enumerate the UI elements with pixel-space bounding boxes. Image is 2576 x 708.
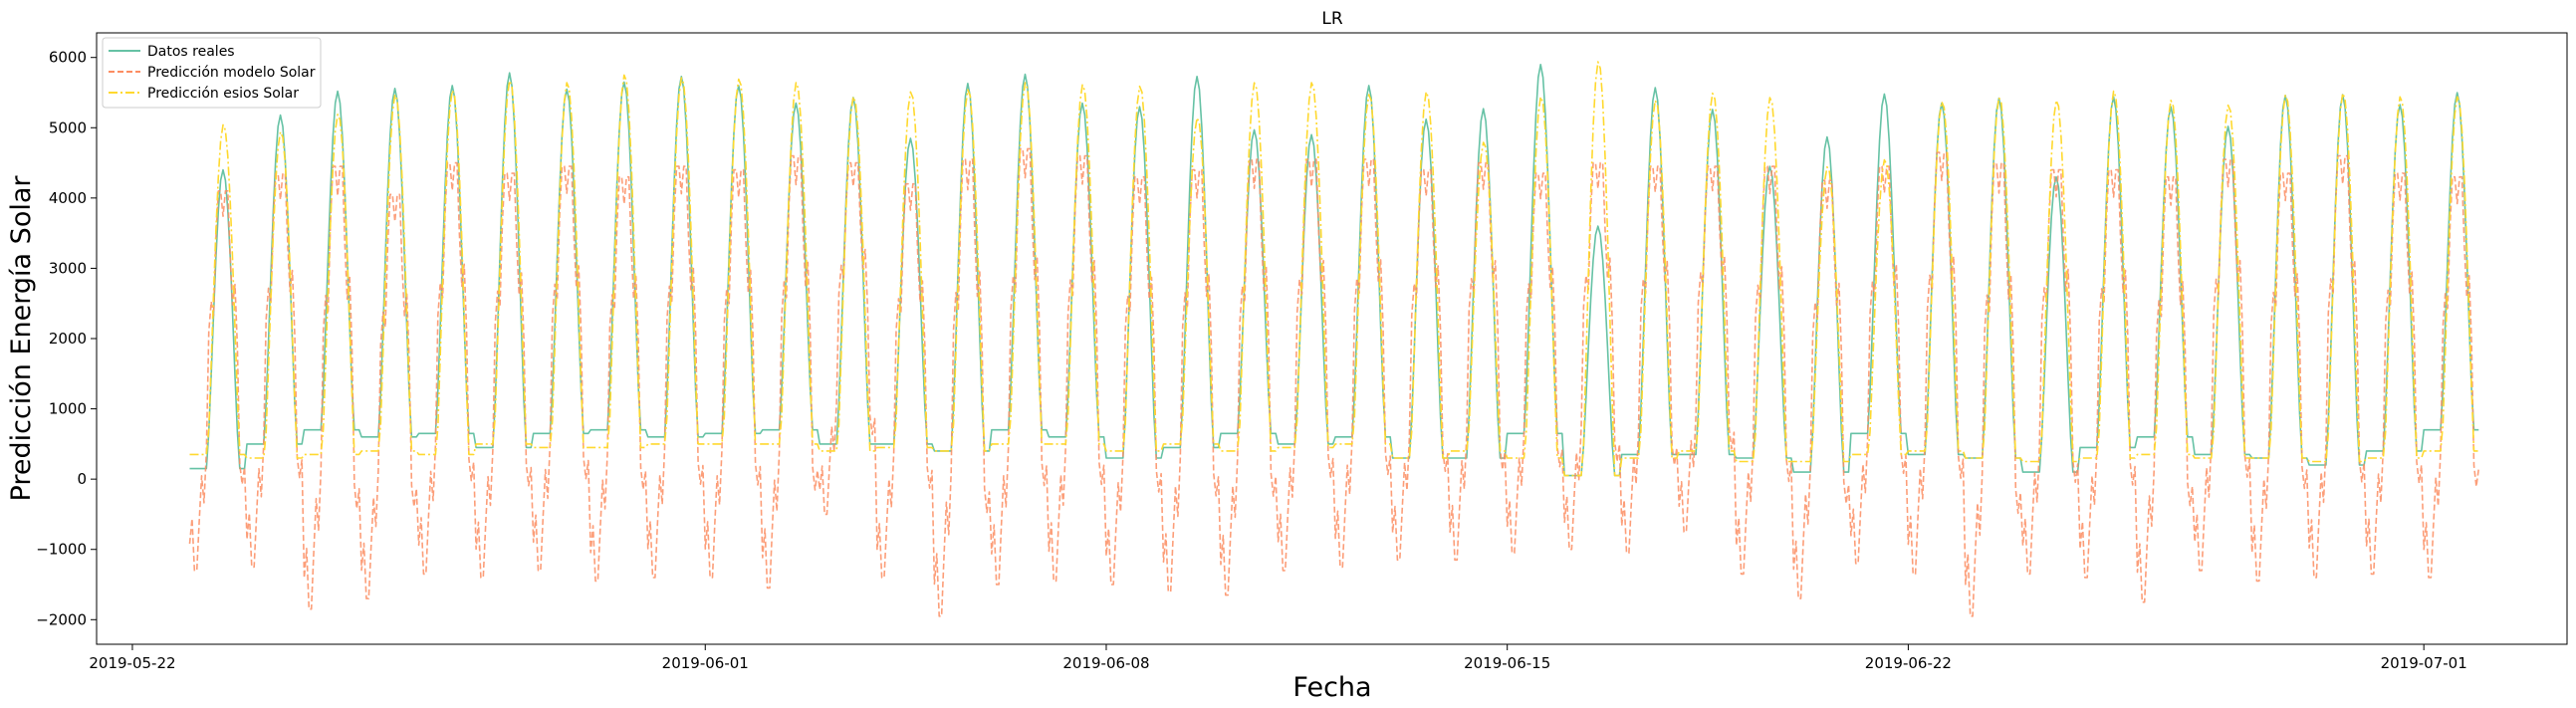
y-tick-label: 1000	[49, 400, 87, 418]
y-axis-title: Predicción Energía Solar	[6, 175, 37, 502]
series-line-prediccion-modelo	[188, 147, 2480, 617]
chart-title: LR	[1321, 9, 1342, 29]
y-tick-label: 3000	[49, 259, 87, 277]
y-tick-label: −2000	[36, 610, 87, 628]
legend-label-datos-reales: Datos reales	[147, 44, 235, 60]
x-tick-label: 2019-06-08	[1062, 654, 1149, 672]
y-tick-label: 0	[77, 470, 87, 488]
legend-label-prediccion-modelo: Predicción modelo Solar	[147, 65, 316, 81]
x-tick-label: 2019-06-22	[1865, 654, 1952, 672]
y-tick-label: 2000	[49, 330, 87, 348]
legend-entry-prediccion-esios: Predicción esios Solar	[109, 86, 299, 102]
legend-entry-prediccion-modelo: Predicción modelo Solar	[109, 65, 316, 81]
legend-label-prediccion-esios: Predicción esios Solar	[147, 86, 299, 102]
legend-entry-datos-reales: Datos reales	[109, 44, 235, 60]
legend-box	[102, 37, 322, 109]
x-tick-label: 2019-06-15	[1464, 654, 1550, 672]
series-line-prediccion-esios	[189, 61, 2479, 477]
x-tick-label: 2019-07-01	[2381, 654, 2467, 672]
y-tick-label: −1000	[36, 541, 87, 559]
legend: Datos reales Predicción modelo Solar Pre…	[102, 37, 322, 109]
x-tick-label: 2019-05-22	[89, 654, 175, 672]
x-tick-label: 2019-06-01	[662, 654, 749, 672]
axis-ticks: −2000 −1000 0 1000 2000 3000 4000 5000 6000 2019-…	[36, 49, 2467, 672]
x-axis-title: Fecha	[1292, 672, 1371, 703]
y-tick-label: 5000	[49, 118, 87, 136]
y-tick-label: 6000	[49, 49, 87, 67]
plot-area	[188, 61, 2480, 617]
y-tick-label: 4000	[49, 189, 87, 207]
